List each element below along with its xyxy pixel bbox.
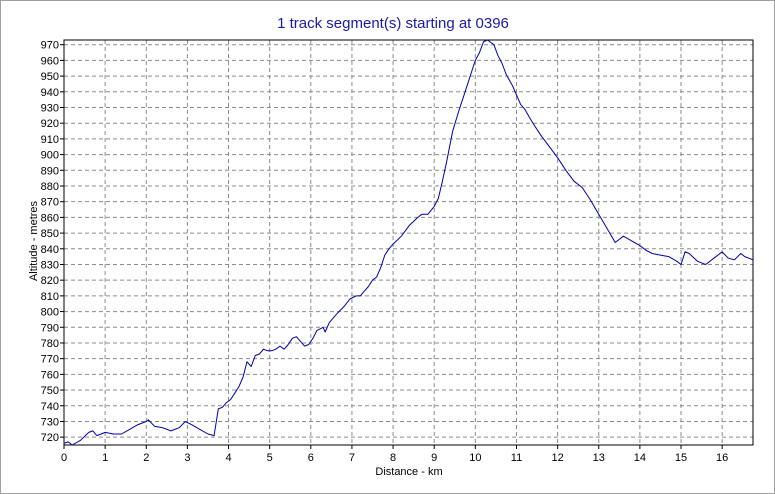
x-tick-label: 8 <box>390 452 396 464</box>
y-tick-label: 820 <box>41 275 59 287</box>
y-tick-label: 840 <box>41 244 59 256</box>
x-tick-label: 11 <box>511 452 522 464</box>
x-tick-label: 3 <box>184 452 190 464</box>
y-tick-label: 910 <box>41 134 59 146</box>
y-tick-label: 950 <box>41 71 59 83</box>
y-tick-label: 780 <box>41 338 59 350</box>
y-axis-title: Altitude - metres <box>28 200 40 281</box>
axes <box>60 39 754 449</box>
grid-lines <box>64 40 753 445</box>
x-tick-label: 6 <box>308 452 314 464</box>
y-tick-label: 800 <box>41 307 59 319</box>
y-tick-label: 760 <box>41 369 59 381</box>
x-axis-title: Distance - km <box>375 466 442 478</box>
y-tick-labels: 720 730 740 750 760 770 780 790 800 810 820 830 840 8… <box>41 40 59 444</box>
y-tick-label: 880 <box>41 181 59 193</box>
y-tick-label: 730 <box>41 416 59 428</box>
x-tick-label: 5 <box>267 452 273 464</box>
y-tick-label: 830 <box>41 259 59 271</box>
x-tick-label: 12 <box>551 452 563 464</box>
y-tick-label: 790 <box>41 322 59 334</box>
y-tick-label: 770 <box>41 354 59 366</box>
y-tick-label: 900 <box>41 150 59 162</box>
x-tick-label: 4 <box>225 452 231 464</box>
y-tick-label: 750 <box>41 385 59 397</box>
x-tick-label: 7 <box>349 452 355 464</box>
x-tick-label: 15 <box>675 452 687 464</box>
x-tick-label: 16 <box>716 452 728 464</box>
y-tick-label: 740 <box>41 401 59 413</box>
y-tick-label: 930 <box>41 103 59 115</box>
y-tick-label: 890 <box>41 165 59 177</box>
y-tick-label: 920 <box>41 118 59 130</box>
y-tick-label: 960 <box>41 55 59 67</box>
x-tick-label: 2 <box>143 452 149 464</box>
altitude-series-line <box>63 39 754 446</box>
x-tick-label: 14 <box>634 452 646 464</box>
x-tick-label: 9 <box>431 452 437 464</box>
y-tick-label: 860 <box>41 212 59 224</box>
plot-area-border <box>63 39 754 446</box>
x-tick-labels: 0 1 2 3 4 5 6 7 8 9 10 11 12 13 14 15 16 <box>61 452 728 464</box>
y-tick-label: 870 <box>41 197 59 209</box>
series-layer <box>63 39 754 446</box>
x-tick-label: 1 <box>102 452 108 464</box>
y-tick-label: 940 <box>41 87 59 99</box>
y-tick-label: 720 <box>41 432 59 444</box>
y-tick-label: 970 <box>41 40 59 52</box>
y-tick-label: 850 <box>41 228 59 240</box>
x-tick-label: 0 <box>61 452 67 464</box>
y-tick-label: 810 <box>41 291 59 303</box>
x-tick-label: 10 <box>469 452 481 464</box>
x-tick-label: 13 <box>593 452 605 464</box>
chart-title: 1 track segment(s) starting at 0396 <box>277 15 509 32</box>
